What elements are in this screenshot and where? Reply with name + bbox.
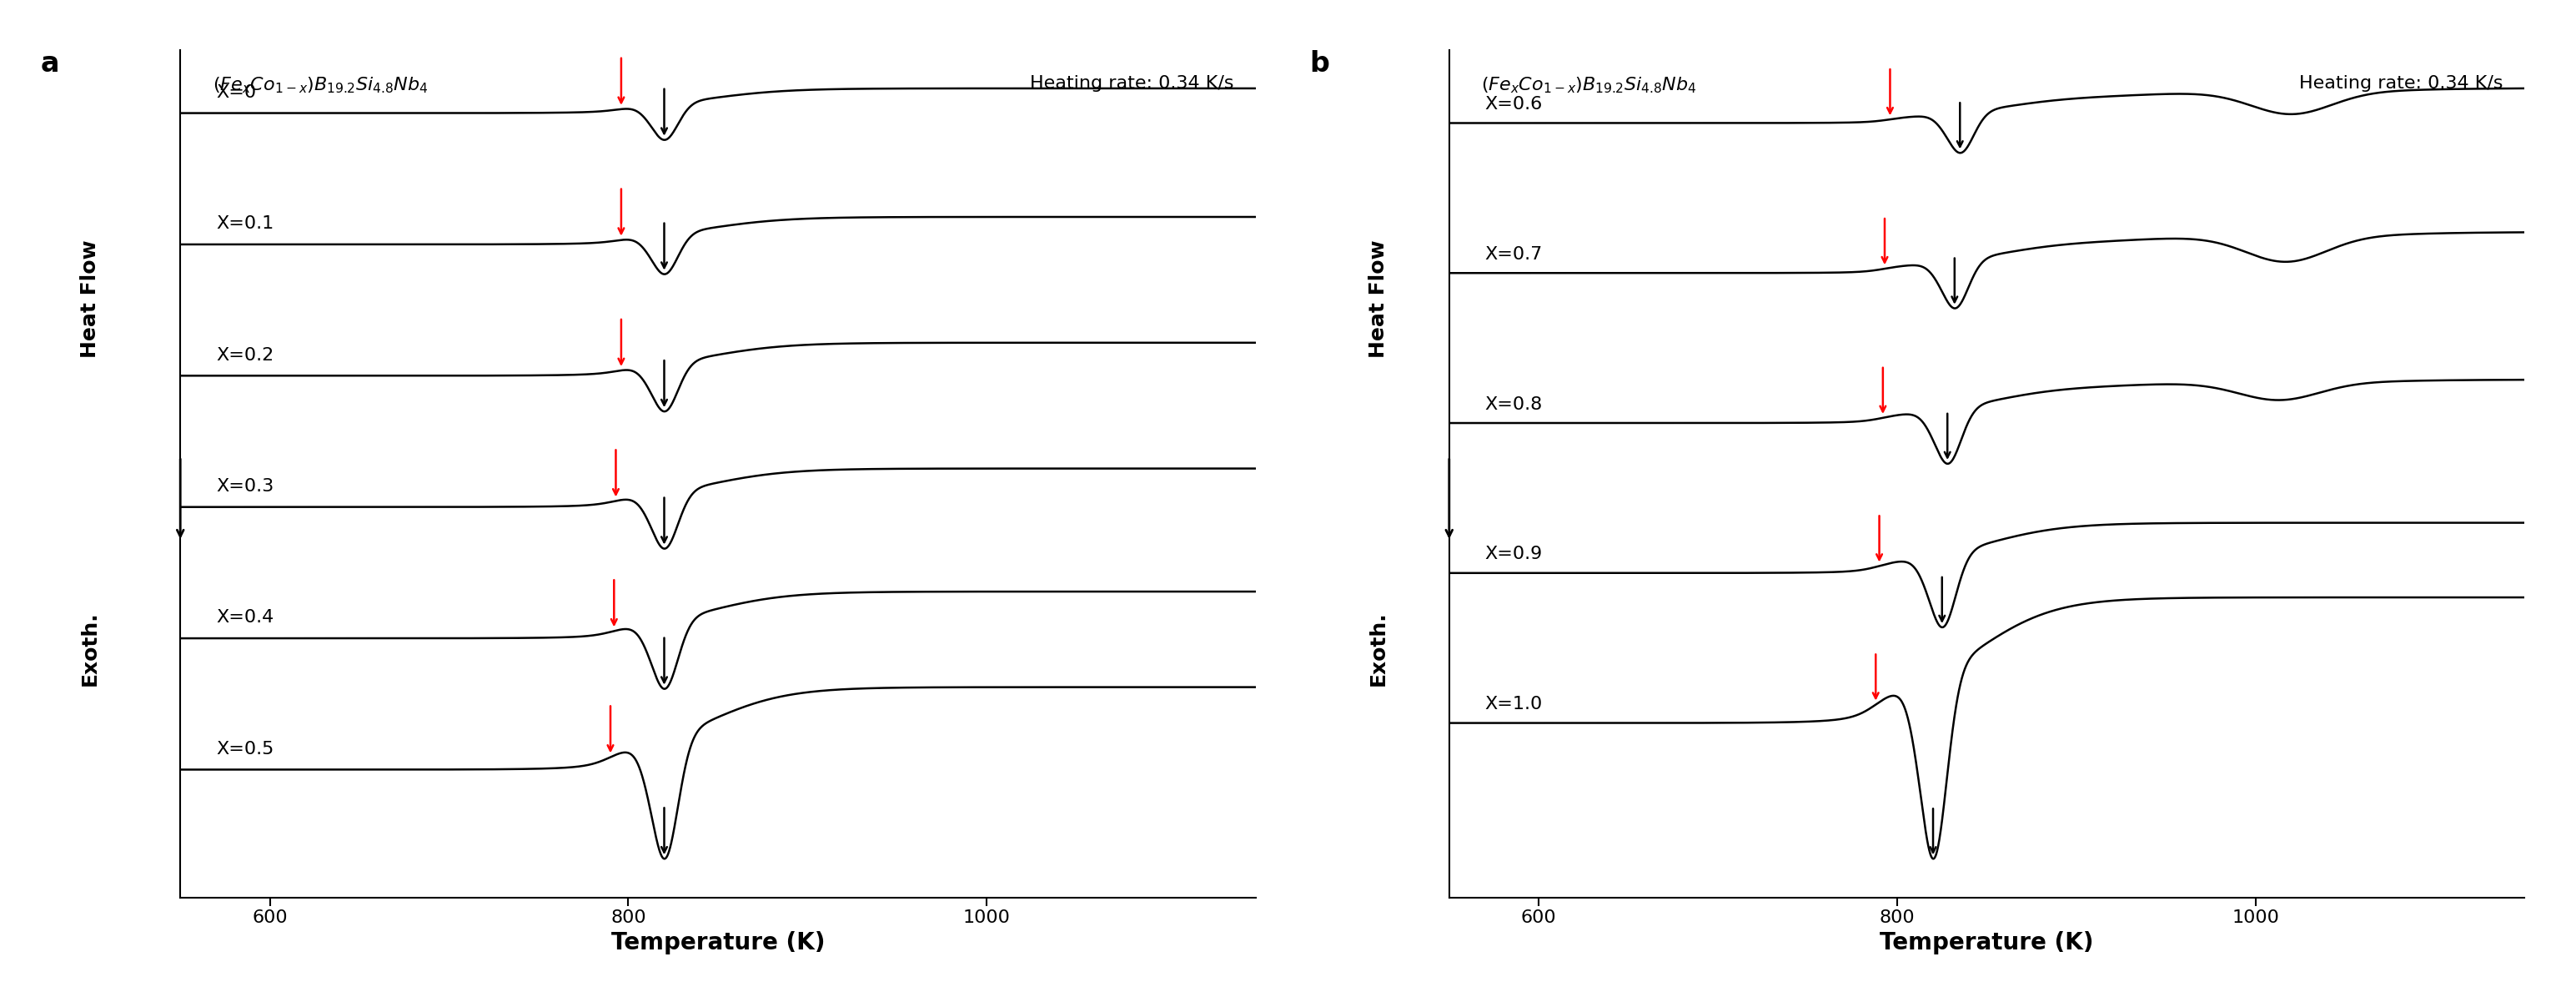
X-axis label: Temperature (K): Temperature (K)	[1880, 931, 2094, 954]
Text: X=1.0: X=1.0	[1484, 696, 1543, 713]
Text: Heat Flow: Heat Flow	[80, 240, 100, 358]
Text: X=0: X=0	[216, 85, 255, 101]
Text: Heating rate: 0.34 K/s: Heating rate: 0.34 K/s	[2298, 76, 2504, 92]
Text: X=0.4: X=0.4	[216, 609, 273, 626]
Text: b: b	[1309, 50, 1329, 78]
Text: X=0.2: X=0.2	[216, 347, 273, 364]
Text: Exoth.: Exoth.	[80, 610, 100, 686]
Text: X=0.5: X=0.5	[216, 741, 273, 758]
Text: a: a	[41, 50, 59, 78]
Text: X=0.8: X=0.8	[1484, 396, 1543, 413]
Text: $(Fe_xCo_{1-x})B_{19.2}Si_{4.8}Nb_4$: $(Fe_xCo_{1-x})B_{19.2}Si_{4.8}Nb_4$	[1481, 76, 1698, 95]
Text: X=0.3: X=0.3	[216, 479, 273, 495]
Text: Heating rate: 0.34 K/s: Heating rate: 0.34 K/s	[1030, 76, 1234, 92]
Text: X=0.7: X=0.7	[1484, 246, 1543, 262]
X-axis label: Temperature (K): Temperature (K)	[611, 931, 824, 954]
Text: X=0.1: X=0.1	[216, 215, 273, 232]
Text: X=0.9: X=0.9	[1484, 546, 1543, 562]
Text: Heat Flow: Heat Flow	[1368, 240, 1388, 358]
Text: $(Fe_xCo_{1-x})B_{19.2}Si_{4.8}Nb_4$: $(Fe_xCo_{1-x})B_{19.2}Si_{4.8}Nb_4$	[214, 76, 428, 95]
Text: Exoth.: Exoth.	[1368, 610, 1388, 686]
Text: X=0.6: X=0.6	[1484, 96, 1543, 113]
